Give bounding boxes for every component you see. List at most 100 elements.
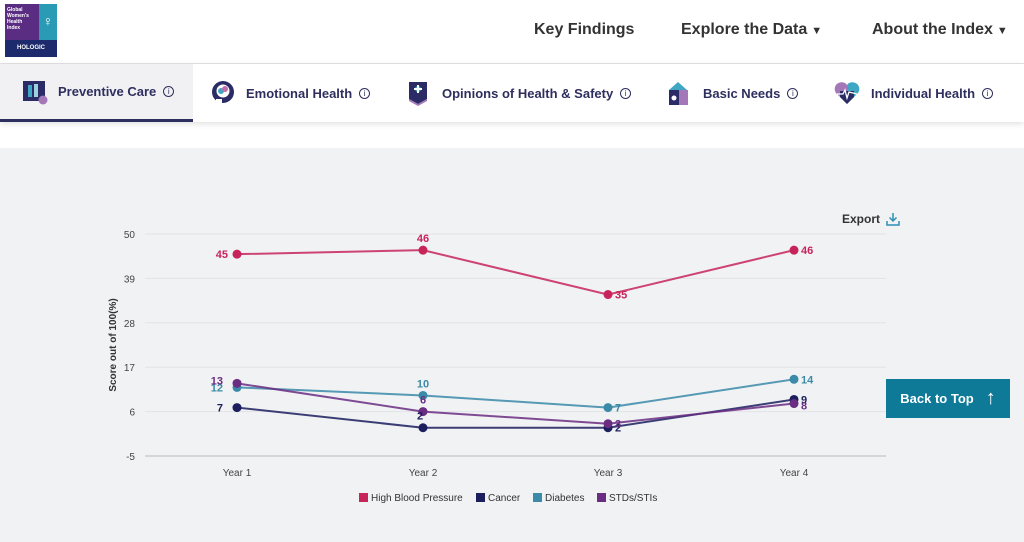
- data-point: [789, 374, 799, 384]
- tab-preventive-care[interactable]: Preventive Care i: [0, 64, 193, 122]
- female-symbol-icon: ♀: [39, 4, 57, 40]
- legend-label: STDs/STIs: [609, 493, 657, 504]
- data-point: [789, 394, 799, 404]
- nav-explore-data[interactable]: Explore the Data ▼: [681, 21, 822, 39]
- tab-opinions-health-safety[interactable]: Opinions of Health & Safety i: [406, 64, 632, 122]
- y-tick-label: 17: [124, 363, 136, 374]
- data-point: [232, 382, 242, 392]
- series-line: [236, 378, 795, 409]
- content-strip: [0, 122, 1024, 148]
- x-tick-label: Year 3: [594, 468, 623, 479]
- nav-about-index[interactable]: About the Index ▼: [872, 21, 1008, 39]
- tab-label: Opinions of Health & Safety: [442, 85, 614, 101]
- data-label: 12: [211, 382, 223, 394]
- legend-label: Diabetes: [545, 493, 584, 504]
- y-tick-label: 6: [129, 408, 135, 419]
- data-point: [603, 290, 613, 300]
- nav-key-findings[interactable]: Key Findings: [534, 21, 634, 39]
- data-point: [232, 378, 242, 388]
- data-point: [418, 245, 428, 255]
- data-point: [232, 403, 242, 413]
- info-icon[interactable]: i: [982, 87, 994, 99]
- caret-down-icon: ▼: [811, 25, 823, 37]
- data-point: [418, 423, 428, 433]
- data-point: [603, 423, 613, 433]
- tab-label: Individual Health: [871, 85, 976, 101]
- data-label: 46: [801, 245, 813, 257]
- tab-individual-health[interactable]: Individual Health i: [833, 64, 994, 122]
- data-point: [418, 407, 428, 417]
- opinions-icon: [406, 80, 432, 106]
- tab-emotional-health[interactable]: Emotional Health i: [210, 64, 371, 122]
- data-point: [418, 390, 428, 400]
- legend-swatch: [476, 493, 485, 502]
- data-point: [789, 399, 799, 409]
- x-tick-label: Year 2: [409, 468, 438, 479]
- legend-swatch: [533, 493, 542, 502]
- logo[interactable]: Global Women's Health Index ♀ HOLOGIC: [5, 4, 57, 57]
- export-label: Export: [842, 212, 881, 226]
- data-point: [603, 403, 613, 413]
- y-tick-label: 39: [124, 274, 136, 285]
- info-icon[interactable]: i: [620, 87, 632, 99]
- info-icon[interactable]: i: [359, 87, 371, 99]
- logo-line: Index: [7, 25, 21, 31]
- logo-brand: HOLOGIC: [5, 40, 57, 57]
- legend-swatch: [359, 493, 368, 502]
- x-tick-label: Year 1: [223, 468, 252, 479]
- data-label: 10: [417, 378, 429, 390]
- series-line: [236, 382, 795, 425]
- nav-label: About the Index: [872, 21, 993, 38]
- basic-needs-icon: [667, 80, 693, 106]
- data-label: 6: [420, 395, 426, 407]
- legend-label: High Blood Pressure: [371, 493, 463, 504]
- series-line: [236, 398, 795, 429]
- data-label: 8: [801, 401, 807, 413]
- info-icon[interactable]: i: [787, 87, 799, 99]
- data-label: 13: [211, 375, 223, 387]
- legend-swatch: [597, 493, 606, 502]
- data-label: 46: [417, 233, 429, 245]
- individual-health-icon: [833, 80, 861, 106]
- data-label: 7: [615, 403, 621, 415]
- tab-label: Preventive Care: [58, 84, 157, 99]
- data-point: [789, 245, 799, 255]
- data-label: 45: [216, 249, 228, 261]
- nav-label: Key Findings: [534, 21, 635, 38]
- y-tick-label: 28: [124, 319, 136, 330]
- logo-line: Women's: [7, 13, 29, 19]
- export-button[interactable]: Export: [842, 212, 900, 226]
- data-label: 14: [801, 374, 814, 386]
- header: Global Women's Health Index ♀ HOLOGIC Ke…: [0, 0, 1024, 64]
- data-label: 7: [217, 403, 223, 415]
- logo-text: Global Women's Health Index: [5, 4, 39, 40]
- category-tabs: Preventive Care i Emotional Health i Opi…: [0, 64, 1024, 122]
- info-icon[interactable]: i: [163, 86, 175, 97]
- preventive-care-icon: [22, 79, 48, 105]
- tab-label: Basic Needs: [703, 85, 781, 101]
- back-to-top-button[interactable]: Back to Top ↑: [886, 379, 1010, 418]
- data-point: [232, 249, 242, 259]
- data-label: 2: [417, 411, 423, 423]
- download-icon: [886, 213, 900, 226]
- arrow-up-icon: ↑: [985, 387, 996, 409]
- back-to-top-label: Back to Top: [900, 391, 974, 406]
- caret-down-icon: ▼: [996, 25, 1008, 37]
- y-tick-label: 50: [124, 230, 136, 241]
- data-label: 2: [615, 423, 621, 435]
- tab-label: Emotional Health: [246, 85, 353, 101]
- emotional-health-icon: [210, 80, 236, 106]
- series-line: [236, 249, 795, 296]
- tab-basic-needs[interactable]: Basic Needs i: [667, 64, 799, 122]
- nav-label: Explore the Data: [681, 21, 808, 38]
- data-label: 35: [615, 290, 627, 302]
- y-tick-label: -5: [126, 452, 135, 463]
- x-tick-label: Year 4: [780, 468, 809, 479]
- y-axis-label: Score out of 100(%): [108, 298, 119, 391]
- legend-label: Cancer: [488, 493, 521, 504]
- data-point: [603, 419, 613, 429]
- data-label: 3: [615, 419, 621, 431]
- data-label: 9: [801, 394, 807, 406]
- logo-line: Health: [7, 19, 23, 25]
- logo-line: Global: [7, 7, 23, 13]
